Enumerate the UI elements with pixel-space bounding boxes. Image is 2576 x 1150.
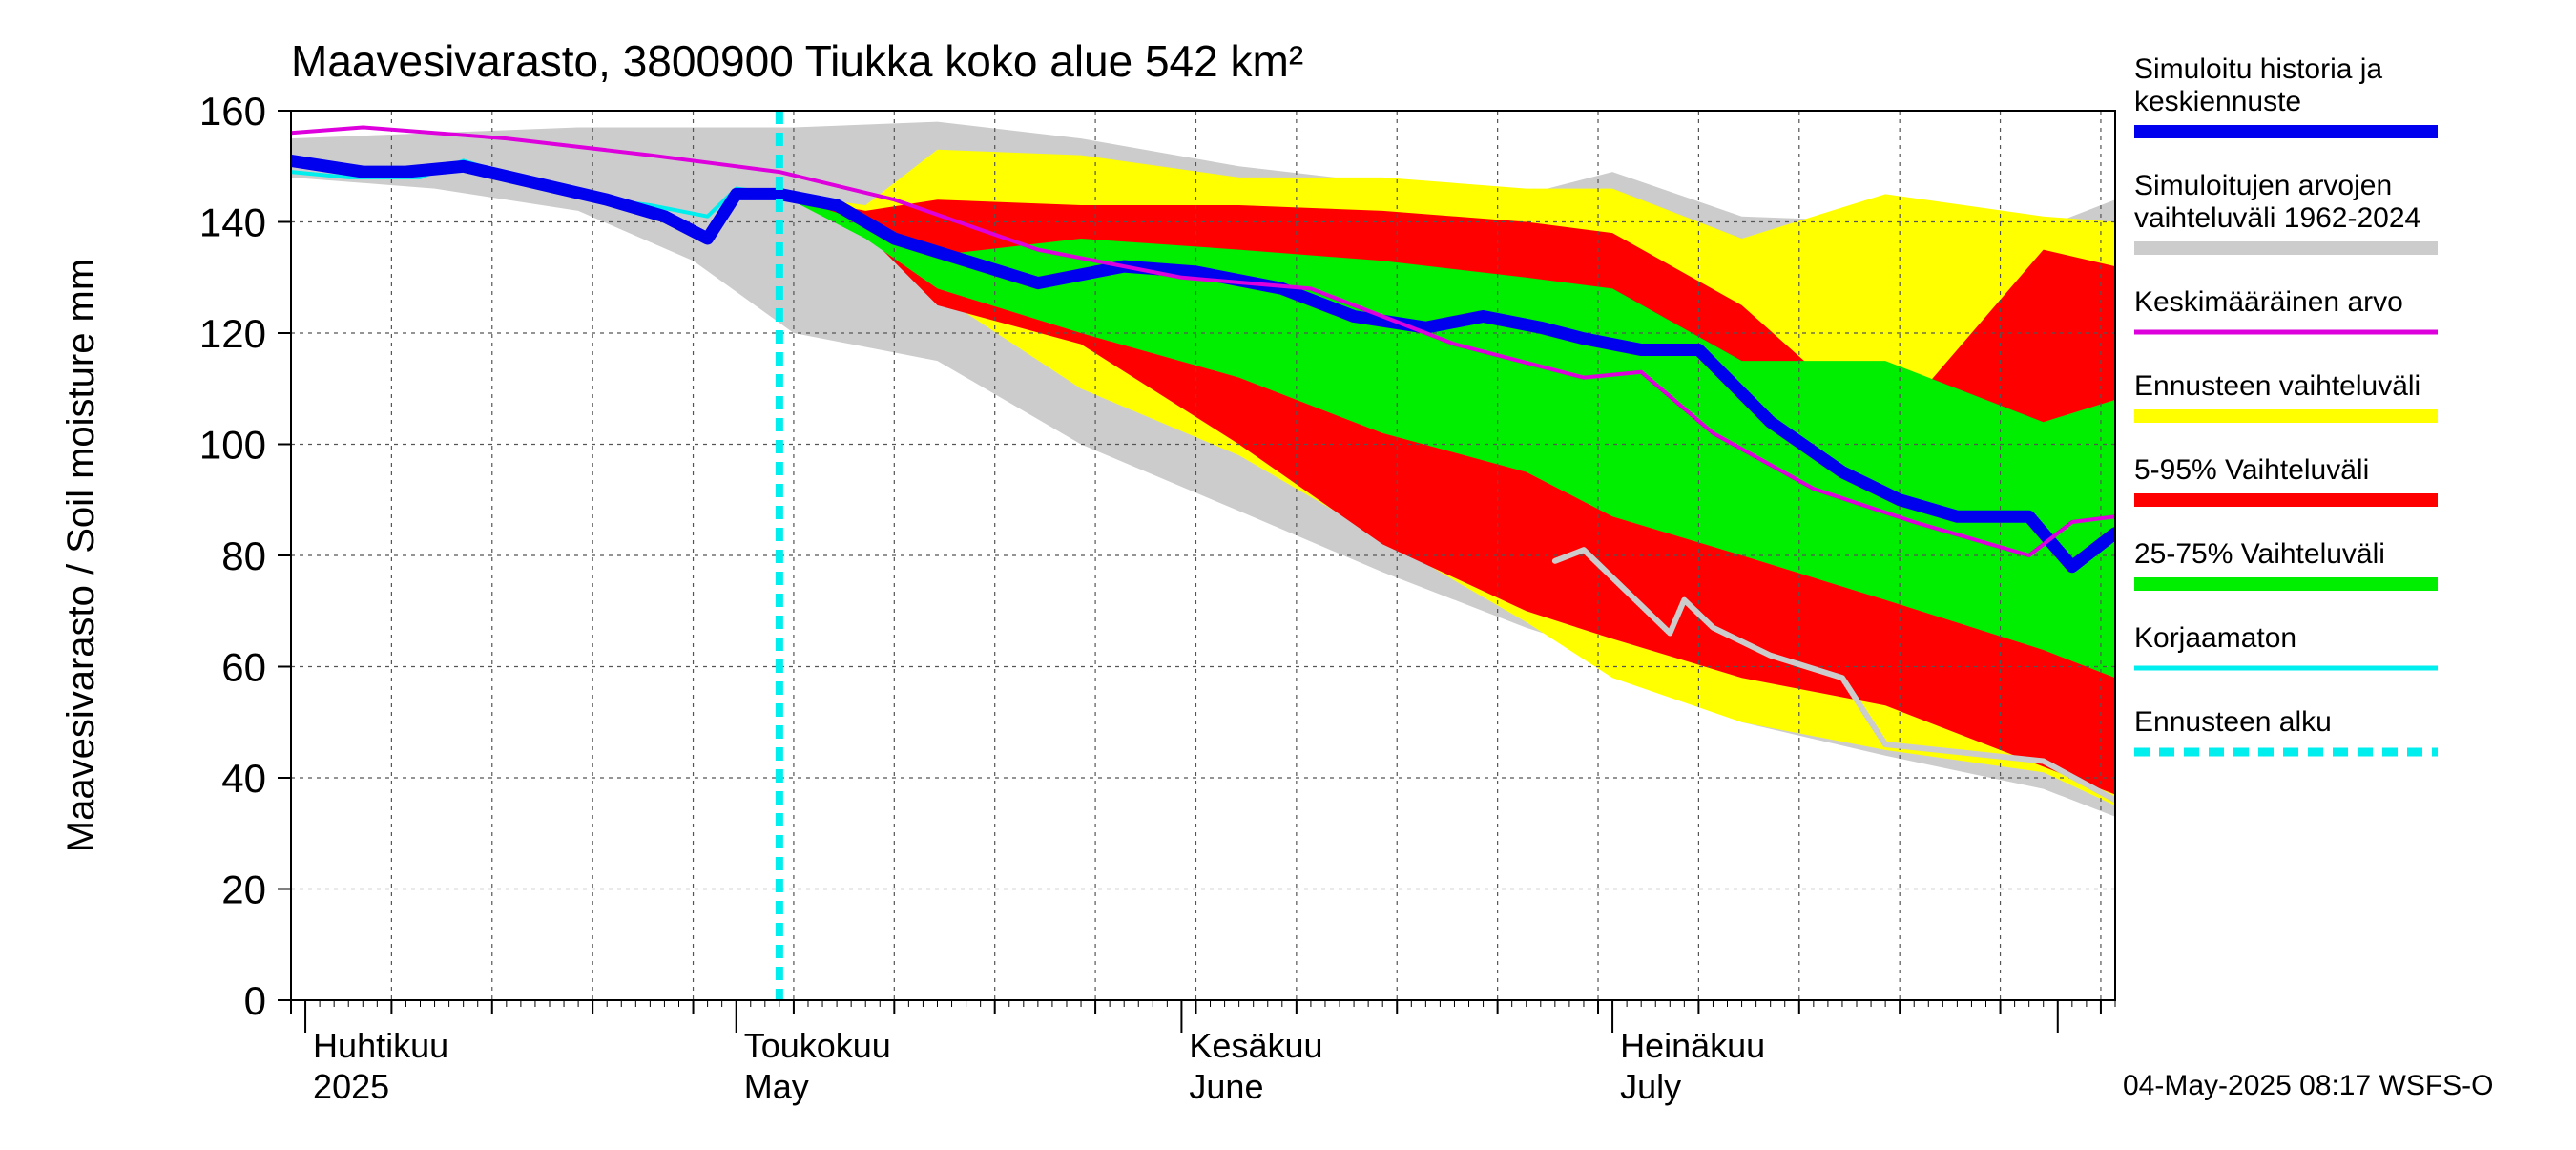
legend-label: vaihteluväli 1962-2024 <box>2134 202 2420 234</box>
min-trace-line <box>1551 547 2115 804</box>
bands-layer <box>291 121 2115 817</box>
y-axis-label: Maavesivarasto / Soil moisture mm <box>60 259 102 852</box>
legend-label: Korjaamaton <box>2134 622 2296 654</box>
y-tick-label: 40 <box>221 756 266 801</box>
y-axis: 0 20 40 60 80 100 120 140 160 <box>199 89 291 1023</box>
lines-layer <box>291 111 2115 1000</box>
legend-label: Ennusteen vaihteluväli <box>2134 370 2420 402</box>
legend-label: 25-75% Vaihteluväli <box>2134 538 2385 570</box>
footer-timestamp: 04-May-2025 08:17 WSFS-O <box>2123 1070 2494 1101</box>
legend-label: Simuloitujen arvojen <box>2134 170 2392 201</box>
grid-layer <box>290 111 2115 1000</box>
p25-75-band <box>779 194 2115 679</box>
chart-title: Maavesivarasto, 3800900 Tiukka koko alue… <box>291 36 1303 86</box>
y-tick-label: 100 <box>199 423 266 468</box>
y-tick-label: 60 <box>221 645 266 690</box>
legend-label: Ennusteen alku <box>2134 706 2332 738</box>
x-month-label-fi: Toukokuu <box>744 1026 891 1065</box>
x-month-label-en: 2025 <box>313 1067 389 1106</box>
legend-label: keskiennuste <box>2134 86 2301 117</box>
y-tick-label: 80 <box>221 533 266 578</box>
mean-line <box>291 125 2115 557</box>
x-month-label-en: July <box>1620 1067 1681 1106</box>
y-tick-label: 0 <box>244 978 266 1023</box>
x-month-label-en: June <box>1189 1067 1263 1106</box>
x-month-label-en: May <box>744 1067 809 1106</box>
median-forecast-line <box>291 154 2115 574</box>
x-month-label-fi: Kesäkuu <box>1189 1026 1322 1065</box>
y-tick-label: 120 <box>199 311 266 356</box>
x-month-label-fi: Heinäkuu <box>1620 1026 1765 1065</box>
p5-95-band <box>779 194 2115 795</box>
x-month-label-fi: Huhtikuu <box>313 1026 448 1065</box>
legend-label: 5-95% Vaihteluväli <box>2134 454 2369 486</box>
y-tick-label: 20 <box>221 868 266 912</box>
legend-label: Keskimääräinen arvo <box>2134 286 2403 318</box>
legend-label: Simuloitu historia ja <box>2134 53 2382 85</box>
y-tick-label: 160 <box>199 89 266 134</box>
y-tick-label: 140 <box>199 200 266 245</box>
